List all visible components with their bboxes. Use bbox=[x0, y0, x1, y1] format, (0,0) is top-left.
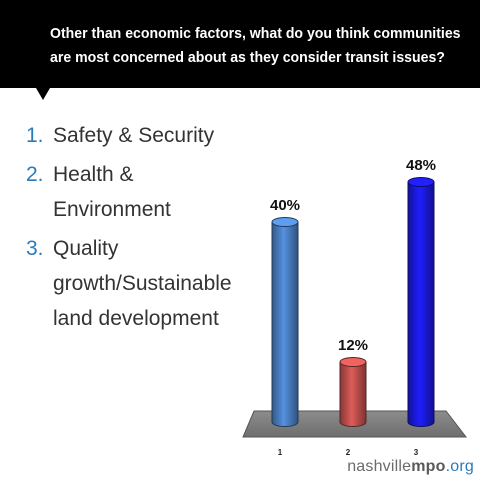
option-2-line-1: Health & bbox=[53, 163, 134, 186]
option-1-number: 1. bbox=[26, 124, 44, 147]
brand-prefix: nashville bbox=[347, 458, 412, 475]
bar-1 bbox=[271, 217, 299, 427]
question-text: Other than economic factors, what do you… bbox=[50, 22, 461, 70]
question-line-1: Other than economic factors, what do you… bbox=[50, 25, 461, 42]
option-1: 1. Safety & Security bbox=[26, 118, 256, 153]
bar-3 bbox=[407, 177, 435, 427]
option-3-label: Quality growth/Sustainable land developm… bbox=[53, 231, 256, 336]
option-3-line-1: Quality bbox=[53, 237, 119, 260]
bar-top-1 bbox=[271, 217, 299, 227]
x-tick-2: 2 bbox=[346, 448, 351, 457]
data-label-2: 12% bbox=[338, 337, 368, 354]
brand-suffix: .org bbox=[445, 458, 474, 475]
option-2-number: 2. bbox=[26, 163, 44, 186]
options-list: 1. Safety & Security 2. Health & Environ… bbox=[26, 118, 256, 340]
question-line-2: are most concerned about as they conside… bbox=[50, 49, 445, 66]
x-tick-3: 3 bbox=[414, 448, 419, 457]
bars-group: 40% 12% 48% bbox=[270, 157, 436, 427]
bar-body-2 bbox=[339, 361, 367, 427]
question-banner bbox=[0, 0, 480, 88]
brand-logo: nashvillempo.org bbox=[347, 458, 474, 476]
option-2-line-2: Environment bbox=[53, 198, 171, 221]
data-label-3: 48% bbox=[406, 157, 436, 174]
brand-bold: mpo bbox=[411, 458, 446, 475]
data-label-1: 40% bbox=[270, 197, 300, 214]
option-2: 2. Health & Environment bbox=[26, 157, 256, 227]
bar-body-3 bbox=[407, 181, 435, 427]
bar-body-1 bbox=[271, 221, 299, 427]
option-1-line-1: Safety & Security bbox=[53, 124, 215, 147]
option-3-number: 3. bbox=[26, 237, 44, 260]
option-3-line-3: land development bbox=[53, 307, 219, 330]
option-3-line-2: growth/Sustainable bbox=[53, 272, 232, 295]
x-tick-1: 1 bbox=[278, 448, 283, 457]
speech-bubble-tail bbox=[36, 88, 50, 100]
bar-top-3 bbox=[407, 177, 435, 187]
bar-2 bbox=[339, 357, 367, 427]
option-1-label: Safety & Security bbox=[53, 118, 256, 153]
option-2-label: Health & Environment bbox=[53, 157, 256, 227]
bar-top-2 bbox=[339, 357, 367, 367]
x-tick-labels: 1 2 3 bbox=[278, 448, 419, 457]
option-3: 3. Quality growth/Sustainable land devel… bbox=[26, 231, 256, 336]
